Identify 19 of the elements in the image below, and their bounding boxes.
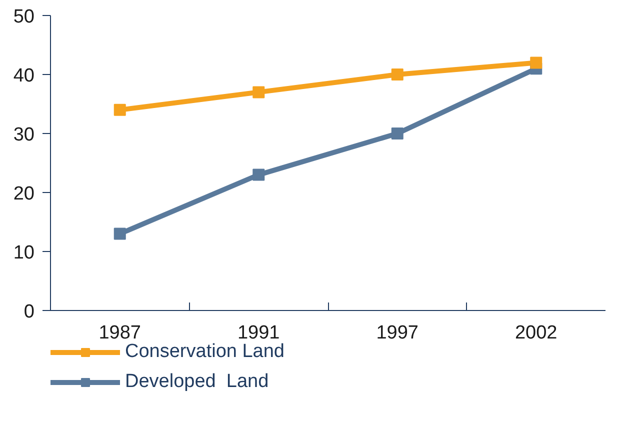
x-tick-label: 1987 bbox=[98, 322, 142, 344]
y-tick-label: 30 bbox=[13, 124, 35, 146]
point bbox=[391, 68, 404, 80]
x-tick-label: 1997 bbox=[376, 322, 419, 344]
y-tick-label: 0 bbox=[24, 302, 35, 322]
point bbox=[114, 228, 126, 240]
point bbox=[252, 168, 265, 181]
y-tick-label: 20 bbox=[13, 184, 35, 204]
point bbox=[114, 104, 126, 116]
x-tick-label: 1991 bbox=[237, 322, 280, 344]
legend-label: Developed Land bbox=[125, 371, 269, 393]
y-tick-label: 50 bbox=[13, 6, 35, 28]
y-tick-label: 40 bbox=[13, 66, 35, 86]
x-tick-label: 2002 bbox=[514, 322, 558, 344]
y-tick-label: 10 bbox=[13, 242, 35, 264]
point bbox=[530, 56, 542, 69]
point bbox=[391, 128, 404, 140]
legend-label: Conservation Land bbox=[125, 341, 284, 363]
point bbox=[252, 86, 265, 98]
